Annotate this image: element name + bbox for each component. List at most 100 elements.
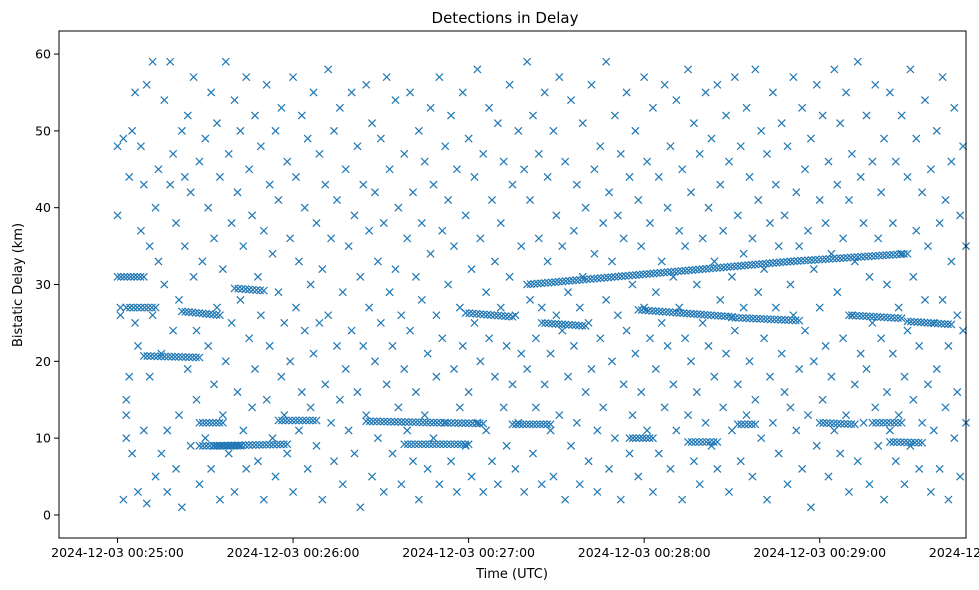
data-point — [470, 318, 479, 327]
data-point — [686, 309, 695, 318]
data-point — [738, 313, 747, 323]
data-point — [874, 441, 883, 450]
data-point — [525, 420, 534, 429]
data-point — [188, 353, 197, 362]
data-point — [918, 418, 927, 427]
data-point — [836, 419, 845, 428]
data-point — [344, 242, 353, 251]
data-point — [189, 73, 198, 82]
data-point — [853, 57, 862, 66]
data-point — [315, 318, 324, 327]
data-point — [397, 417, 406, 426]
data-point — [903, 326, 912, 335]
data-point — [530, 279, 539, 288]
data-point — [815, 195, 824, 205]
data-point — [749, 314, 758, 323]
data-point — [537, 318, 546, 327]
data-point — [116, 303, 125, 312]
data-point — [956, 472, 965, 481]
data-point — [234, 284, 243, 293]
data-point — [877, 188, 886, 197]
data-point — [695, 149, 704, 158]
data-point — [587, 80, 596, 89]
data-point — [532, 420, 541, 429]
data-point — [353, 142, 362, 151]
data-point — [449, 242, 459, 251]
data-point — [896, 438, 905, 447]
data-point — [382, 73, 391, 82]
data-point — [394, 417, 403, 426]
data-point — [617, 272, 626, 281]
data-point — [145, 372, 154, 381]
data-point — [139, 351, 148, 360]
data-point — [932, 364, 941, 374]
data-point — [490, 257, 499, 266]
data-point — [628, 280, 637, 289]
data-point — [914, 438, 923, 447]
data-point — [719, 263, 728, 272]
data-point — [695, 480, 704, 489]
data-point — [148, 311, 157, 320]
data-point — [566, 441, 576, 450]
data-point — [248, 211, 257, 220]
data-point — [814, 255, 823, 264]
data-point — [696, 310, 705, 319]
data-point — [653, 269, 662, 278]
data-point — [417, 295, 426, 304]
data-point — [403, 234, 412, 243]
data-point — [739, 303, 748, 312]
data-point — [534, 234, 543, 243]
data-point — [338, 480, 347, 489]
data-point — [279, 440, 288, 449]
data-point — [751, 420, 760, 429]
data-point — [335, 395, 344, 404]
data-point — [897, 111, 906, 120]
data-point — [710, 372, 719, 381]
data-point — [603, 273, 612, 282]
data-point — [537, 480, 546, 489]
data-point — [482, 426, 491, 435]
data-point — [350, 449, 359, 458]
data-point — [423, 464, 432, 473]
data-point — [129, 303, 138, 312]
data-point — [113, 272, 122, 281]
data-point — [844, 487, 853, 496]
data-point — [779, 258, 788, 267]
data-point — [274, 195, 283, 205]
data-point — [818, 111, 827, 120]
data-point — [350, 211, 359, 220]
data-point — [607, 257, 617, 266]
data-point — [204, 341, 213, 350]
data-point — [169, 149, 178, 158]
data-point — [662, 307, 671, 316]
data-point — [198, 257, 207, 266]
data-point — [432, 372, 441, 381]
data-point — [465, 419, 474, 428]
data-point — [288, 416, 297, 425]
data-point — [184, 353, 194, 362]
data-point — [230, 487, 239, 496]
data-point — [555, 73, 564, 82]
data-point — [733, 262, 742, 271]
data-point — [751, 395, 760, 404]
data-point — [635, 434, 644, 443]
data-point — [915, 341, 924, 350]
data-point — [906, 317, 915, 326]
data-point — [634, 195, 643, 205]
data-point — [947, 320, 956, 329]
data-point — [677, 266, 686, 276]
data-point — [277, 416, 286, 425]
data-point — [804, 256, 813, 265]
data-point — [543, 172, 552, 181]
data-point — [116, 311, 125, 320]
data-point — [777, 315, 786, 324]
data-point — [543, 257, 552, 266]
data-point — [916, 318, 926, 327]
data-point — [628, 434, 637, 443]
data-point — [777, 119, 786, 128]
data-point — [663, 203, 672, 212]
data-point — [167, 352, 176, 361]
data-point — [479, 149, 488, 158]
data-point — [195, 157, 204, 166]
data-point — [411, 272, 420, 281]
